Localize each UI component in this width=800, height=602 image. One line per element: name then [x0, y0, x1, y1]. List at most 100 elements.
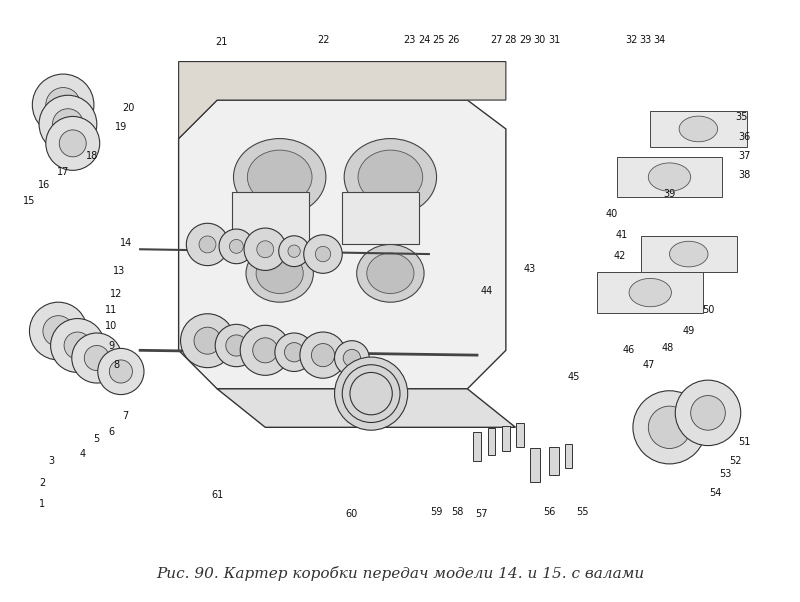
Ellipse shape [234, 138, 326, 216]
Text: 45: 45 [567, 372, 579, 382]
Circle shape [215, 324, 258, 367]
Text: 54: 54 [710, 488, 722, 498]
Text: 51: 51 [738, 437, 750, 447]
Ellipse shape [358, 150, 422, 204]
Text: Δ: Δ [352, 191, 438, 298]
Text: 19: 19 [114, 122, 127, 132]
Circle shape [334, 357, 408, 430]
Circle shape [194, 327, 221, 354]
Text: 55: 55 [577, 507, 589, 517]
Circle shape [675, 380, 741, 445]
Text: 33: 33 [639, 36, 651, 45]
Circle shape [342, 365, 400, 423]
Ellipse shape [648, 163, 690, 191]
Circle shape [98, 349, 144, 394]
Text: 9: 9 [108, 341, 114, 350]
Text: 21: 21 [216, 37, 228, 48]
Text: 22: 22 [317, 36, 330, 45]
Text: 37: 37 [738, 151, 750, 161]
Circle shape [244, 228, 286, 270]
Circle shape [300, 332, 346, 378]
Bar [617, 157, 722, 197]
Text: 60: 60 [346, 509, 358, 519]
Bar [641, 236, 737, 272]
Circle shape [53, 109, 83, 140]
Text: 41: 41 [615, 230, 627, 240]
Text: 44: 44 [481, 285, 493, 296]
Circle shape [334, 341, 370, 375]
Ellipse shape [629, 278, 671, 306]
Circle shape [648, 406, 690, 448]
Circle shape [181, 314, 234, 368]
Circle shape [311, 344, 334, 367]
Bar [549, 447, 559, 476]
Bar [565, 444, 572, 468]
Polygon shape [178, 61, 506, 138]
Text: 8: 8 [113, 360, 119, 370]
Ellipse shape [256, 253, 303, 294]
Text: 52: 52 [729, 456, 742, 466]
Circle shape [633, 391, 706, 464]
Circle shape [230, 240, 243, 253]
Text: 16: 16 [38, 180, 50, 190]
Text: 40: 40 [606, 209, 618, 219]
Text: 35: 35 [735, 113, 748, 122]
Text: 34: 34 [654, 36, 666, 45]
Circle shape [690, 396, 726, 430]
Ellipse shape [246, 244, 314, 302]
Circle shape [64, 332, 91, 359]
Text: 7: 7 [122, 411, 129, 421]
Bar [598, 272, 703, 313]
Text: 24: 24 [418, 36, 430, 45]
Circle shape [186, 223, 229, 265]
Text: 32: 32 [625, 36, 637, 45]
Text: Рис. 90. Картер коробки передач модели 14. и 15. с валами: Рис. 90. Картер коробки передач модели 1… [156, 566, 644, 581]
Text: 38: 38 [738, 170, 750, 180]
Circle shape [30, 302, 87, 360]
Polygon shape [217, 389, 515, 427]
Text: 57: 57 [475, 509, 488, 519]
Circle shape [219, 229, 254, 264]
Text: 17: 17 [57, 167, 70, 177]
Circle shape [46, 87, 81, 122]
Circle shape [46, 116, 100, 170]
Circle shape [226, 335, 247, 356]
Circle shape [257, 241, 274, 258]
Circle shape [343, 349, 361, 367]
Circle shape [84, 346, 110, 370]
Circle shape [315, 246, 330, 262]
Ellipse shape [670, 241, 708, 267]
Text: 13: 13 [113, 267, 125, 276]
Text: 50: 50 [702, 305, 714, 315]
Text: 3: 3 [49, 456, 54, 466]
Text: 58: 58 [451, 507, 464, 517]
Text: 20: 20 [122, 103, 134, 113]
Ellipse shape [344, 138, 437, 216]
Ellipse shape [357, 244, 424, 302]
Circle shape [350, 373, 392, 415]
Ellipse shape [247, 150, 312, 204]
Circle shape [304, 235, 342, 273]
Text: 23: 23 [403, 36, 416, 45]
Text: 39: 39 [663, 190, 676, 199]
Text: 10: 10 [105, 321, 118, 331]
Circle shape [59, 130, 86, 157]
Polygon shape [178, 100, 506, 389]
Circle shape [39, 95, 97, 153]
Text: 2: 2 [39, 478, 45, 488]
Bar [231, 191, 309, 244]
Bar [650, 111, 746, 147]
Text: 47: 47 [642, 360, 654, 370]
Circle shape [50, 318, 105, 373]
Circle shape [288, 245, 300, 257]
Circle shape [199, 236, 216, 253]
Text: 15: 15 [23, 196, 36, 206]
Text: 61: 61 [211, 489, 223, 500]
Ellipse shape [679, 116, 718, 141]
Text: 36: 36 [738, 132, 750, 141]
Bar [342, 191, 419, 244]
Text: 4: 4 [79, 449, 86, 459]
Text: 27: 27 [490, 36, 502, 45]
Text: 6: 6 [108, 427, 114, 437]
Bar [530, 448, 539, 482]
